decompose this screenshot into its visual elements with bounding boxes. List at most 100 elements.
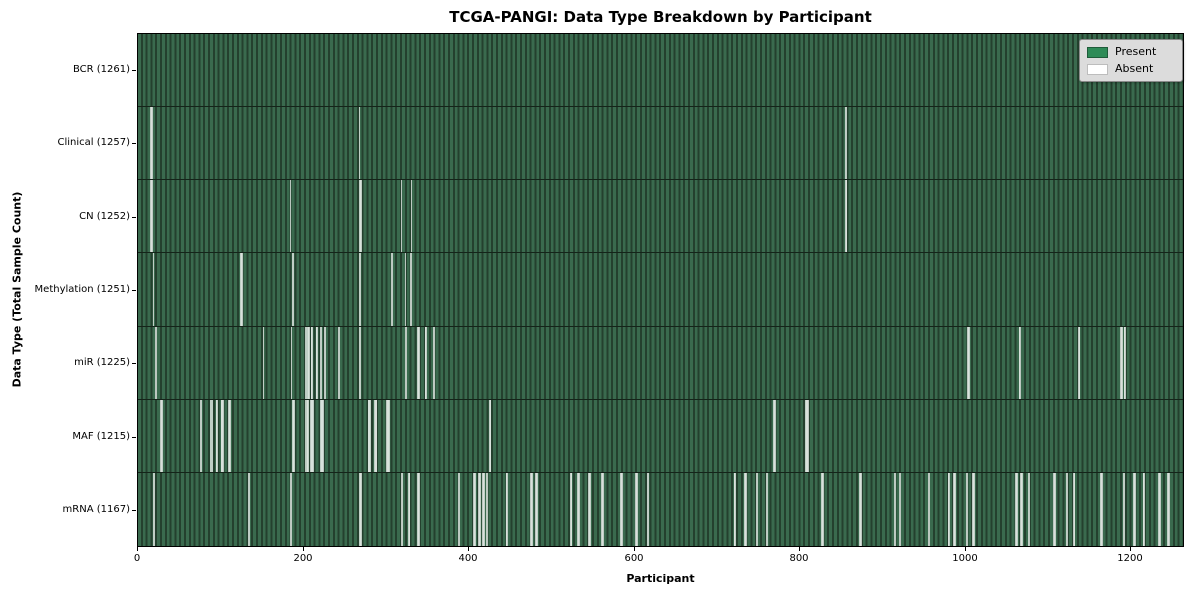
absent-stripe — [647, 472, 650, 546]
absent-stripe — [899, 472, 902, 546]
y-tick-label-miR: miR (1225) — [74, 357, 130, 368]
legend-label: Present — [1115, 45, 1157, 58]
row-miR — [138, 326, 1183, 400]
x-tick-label-400: 400 — [458, 553, 478, 564]
absent-stripe — [391, 253, 394, 326]
absent-stripe — [408, 472, 410, 546]
absent-stripe — [1027, 472, 1030, 546]
absent-stripe — [228, 399, 231, 472]
absent-stripe — [338, 326, 341, 399]
absent-stripe — [733, 472, 736, 546]
absent-stripe — [531, 472, 533, 546]
absent-stripe — [311, 326, 313, 399]
absent-stripe — [410, 180, 413, 253]
absent-stripe — [953, 472, 955, 546]
absent-stripe — [337, 326, 340, 399]
absent-stripe — [570, 472, 572, 546]
absent-stripe — [307, 326, 309, 399]
absent-stripe — [478, 472, 480, 546]
absent-stripe — [404, 326, 407, 399]
absent-stripe — [375, 399, 378, 472]
absent-stripe — [928, 472, 931, 546]
y-tick-label-mRNA: mRNA (1167) — [62, 504, 130, 515]
absent-stripe — [215, 399, 218, 472]
y-tick-label-CN: CN (1252) — [79, 211, 130, 222]
absent-stripe — [1133, 472, 1135, 546]
x-tick-mark — [303, 547, 304, 551]
absent-stripe — [359, 180, 361, 253]
absent-stripe — [482, 472, 484, 546]
absent-stripe — [1121, 326, 1123, 399]
legend-item-present: Present — [1087, 46, 1174, 58]
absent-stripe — [367, 399, 370, 472]
absent-stripe — [401, 472, 404, 546]
absent-stripe — [424, 326, 427, 399]
absent-stripe — [418, 326, 420, 399]
x-tick-label-200: 200 — [293, 553, 313, 564]
absent-stripe — [744, 472, 746, 546]
absent-stripe — [822, 472, 824, 546]
absent-stripe — [292, 399, 294, 472]
absent-stripe — [150, 180, 152, 253]
row-CN — [138, 180, 1183, 254]
absent-stripe — [309, 399, 312, 472]
absent-stripe — [374, 399, 376, 472]
absent-stripe — [489, 399, 491, 472]
absent-stripe — [289, 472, 292, 546]
absent-stripe — [860, 472, 862, 546]
absent-stripe — [150, 107, 152, 180]
absent-stripe — [845, 180, 847, 253]
absent-stripe — [755, 472, 758, 546]
absent-stripe — [806, 399, 808, 472]
absent-stripe — [153, 472, 156, 546]
absent-stripe — [404, 253, 407, 326]
absent-swatch-icon — [1087, 63, 1108, 75]
absent-stripe — [1015, 472, 1017, 546]
x-tick-mark — [468, 547, 469, 551]
absent-stripe — [161, 399, 163, 472]
absent-stripe — [1142, 472, 1145, 546]
x-tick-mark — [1130, 547, 1131, 551]
y-tick-label-Clinical: Clinical (1257) — [57, 137, 131, 148]
absent-stripe — [229, 399, 232, 472]
absent-stripe — [1021, 472, 1023, 546]
x-tick-mark — [634, 547, 635, 551]
absent-stripe — [368, 399, 370, 472]
absent-stripe — [319, 399, 322, 472]
absent-stripe — [1124, 326, 1126, 399]
absent-stripe — [1143, 472, 1145, 546]
chart-title: TCGA-PANGI: Data Type Breakdown by Parti… — [449, 8, 872, 26]
legend-item-absent: Absent — [1087, 63, 1174, 75]
y-tick-label-MAF: MAF (1215) — [72, 431, 130, 442]
absent-stripe — [216, 399, 218, 472]
absent-stripe — [432, 326, 435, 399]
absent-stripe — [1168, 472, 1170, 546]
absent-stripe — [311, 399, 313, 472]
absent-stripe — [1054, 472, 1056, 546]
absent-stripe — [400, 472, 403, 546]
absent-stripe — [324, 326, 327, 399]
present-swatch-icon — [1087, 46, 1108, 58]
absent-stripe — [1159, 472, 1161, 546]
absent-stripe — [1101, 472, 1103, 546]
absent-stripe — [635, 472, 637, 546]
absent-stripe — [954, 472, 956, 546]
absent-stripe — [636, 472, 638, 546]
absent-stripe — [589, 472, 591, 546]
absent-stripe — [1073, 472, 1075, 546]
absent-stripe — [927, 472, 930, 546]
absent-stripe — [304, 326, 307, 399]
absent-stripe — [1073, 472, 1076, 546]
absent-stripe — [756, 472, 759, 546]
absent-stripe — [1018, 326, 1021, 399]
absent-stripe — [320, 326, 323, 399]
absent-stripe — [898, 472, 901, 546]
absent-stripe — [766, 472, 769, 546]
row-Clinical — [138, 107, 1183, 181]
absent-stripe — [773, 399, 775, 472]
x-tick-mark — [965, 547, 966, 551]
absent-stripe — [1123, 472, 1126, 546]
absent-stripe — [417, 326, 419, 399]
absent-stripe — [199, 399, 202, 472]
absent-stripe — [151, 180, 153, 253]
